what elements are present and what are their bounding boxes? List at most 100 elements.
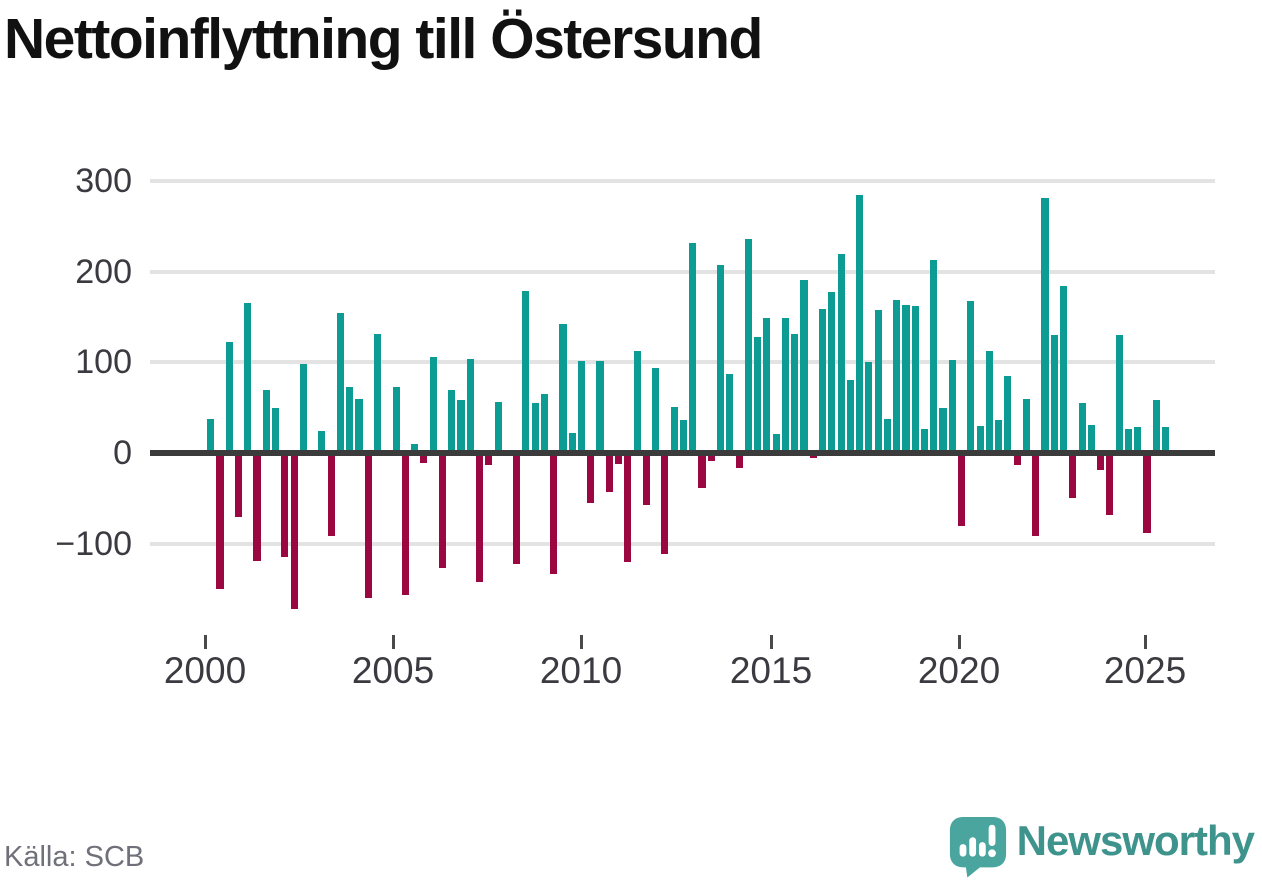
bar-positive [494, 402, 502, 453]
grid-line [150, 269, 1215, 274]
x-axis-label: 2010 [539, 650, 623, 691]
x-axis-tick-mark [203, 635, 207, 649]
grid-line [150, 178, 1215, 183]
bar-positive [781, 317, 789, 453]
bar-positive [930, 259, 938, 453]
bar-negative [1013, 453, 1021, 465]
bar-positive [679, 419, 688, 453]
bar-negative [253, 453, 261, 561]
bar-negative [642, 453, 650, 505]
bar-positive [596, 361, 604, 453]
bar-positive [865, 362, 873, 453]
bar-negative [707, 453, 715, 462]
bar-negative [1143, 453, 1151, 533]
bar-positive [448, 389, 456, 453]
bar-positive [967, 300, 975, 453]
bar-positive [791, 334, 799, 453]
bar-positive [911, 306, 919, 453]
bar-positive [1004, 375, 1012, 453]
bar-positive [995, 419, 1003, 453]
bar-positive [772, 434, 780, 453]
bar-negative [1032, 453, 1040, 536]
bar-positive [457, 400, 465, 453]
bar-negative [587, 453, 595, 503]
bar-positive [883, 418, 891, 453]
x-axis-label: 2000 [163, 650, 247, 691]
x-axis-tick-mark [579, 635, 583, 649]
bar-positive [800, 279, 808, 453]
bar-positive [1041, 198, 1049, 453]
bar-positive [1050, 335, 1058, 453]
bar-positive [744, 239, 752, 453]
x-axis-tick-mark [769, 635, 773, 649]
bar-positive [754, 336, 762, 453]
bar-positive [893, 299, 901, 453]
y-axis-label: 0 [113, 434, 132, 472]
bar-positive [559, 324, 567, 453]
bar-positive [346, 386, 354, 453]
bar-positive [225, 342, 233, 453]
bar-positive [874, 309, 882, 453]
bar-negative [216, 453, 224, 589]
bar-positive [207, 418, 215, 453]
bar-positive [1059, 286, 1068, 453]
bar-negative [290, 453, 298, 609]
bar-positive [985, 351, 993, 453]
x-axis-label: 2025 [1103, 650, 1187, 691]
bar-negative [281, 453, 289, 558]
bar-negative [624, 453, 632, 562]
bar-positive [1115, 335, 1123, 453]
bar-negative [1069, 453, 1077, 499]
bar-negative [513, 453, 521, 564]
bar-positive [689, 242, 697, 453]
bar-positive [716, 265, 725, 453]
bar-positive [411, 443, 419, 453]
y-axis-label: −100 [55, 524, 132, 563]
bar-negative [401, 453, 409, 596]
bar-positive [374, 334, 382, 453]
bar-positive [1161, 426, 1170, 453]
x-axis-tick-mark [1143, 635, 1147, 649]
bar-positive [299, 364, 307, 453]
bar-positive [1078, 403, 1086, 453]
grid-line [150, 360, 1215, 365]
bar-positive [540, 394, 548, 453]
y-axis-label: 300 [75, 161, 132, 200]
newsworthy-icon [947, 814, 1009, 878]
bar-positive [244, 302, 252, 453]
bar-positive [726, 374, 734, 453]
bar-positive [531, 403, 539, 453]
bar-negative [661, 453, 669, 554]
bar-positive [948, 359, 956, 453]
bar-positive [939, 407, 947, 453]
bar-positive [1087, 424, 1095, 453]
source-label: Källa: SCB [4, 841, 145, 873]
bar-positive [763, 317, 771, 453]
bar-negative [958, 453, 966, 526]
x-axis-label: 2005 [351, 650, 435, 691]
bar-positive [429, 356, 437, 453]
bar-negative [735, 453, 743, 468]
bar-negative [550, 453, 558, 574]
bar-negative [605, 453, 613, 492]
bar-negative [485, 453, 493, 465]
x-axis-tick-mark [957, 635, 961, 649]
x-axis-tick-mark [391, 635, 395, 649]
bar-positive [272, 407, 280, 453]
bar-negative [1106, 453, 1114, 515]
bar-positive [522, 290, 530, 453]
bar-positive [818, 308, 827, 453]
bar-positive [336, 312, 345, 453]
bar-positive [577, 361, 586, 453]
bar-negative [327, 453, 335, 537]
bar-positive [976, 425, 984, 453]
y-axis-label: 200 [75, 252, 132, 291]
bar-positive [1134, 426, 1142, 453]
bar-positive [262, 390, 270, 453]
bar-positive [652, 367, 660, 453]
bar-positive [633, 350, 641, 453]
chart-title: Nettoinflyttning till Östersund [4, 7, 763, 71]
bar-negative [475, 453, 484, 582]
bar-positive [1152, 399, 1160, 453]
